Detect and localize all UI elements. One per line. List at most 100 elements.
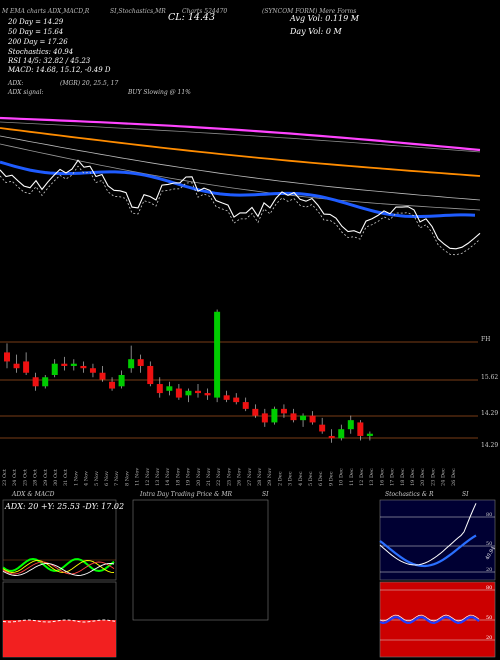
date-tick-label: 12 Dec bbox=[359, 468, 365, 486]
date-tick-label: 18 Nov bbox=[175, 468, 181, 486]
stoch-d-line bbox=[379, 534, 477, 568]
date-tick-label: 25 Oct bbox=[22, 469, 28, 486]
date-tick-label: 28 Nov bbox=[257, 468, 263, 486]
candle-body bbox=[137, 359, 144, 366]
date-tick-label: 5 Nov bbox=[94, 471, 100, 486]
rsi-signal-line bbox=[379, 614, 480, 622]
date-tick-label: 19 Nov bbox=[186, 468, 192, 486]
candle-body bbox=[61, 363, 68, 366]
ema-gray-line-2 bbox=[0, 135, 481, 201]
rsi-level-label: 80 bbox=[486, 585, 492, 591]
stoch-level-label: 80 bbox=[486, 512, 492, 518]
intra-panel-title-right: SI bbox=[262, 491, 269, 498]
stoch-level-label: 20 bbox=[486, 567, 492, 573]
adx-panel-frame bbox=[2, 499, 117, 581]
date-tick-label: 27 Nov bbox=[247, 468, 253, 486]
candle-body bbox=[80, 365, 87, 369]
candle-body bbox=[357, 422, 364, 436]
price-label: CL: 14.43 bbox=[168, 12, 216, 23]
header-line-left: M EMA charts ADX,MACD,R bbox=[2, 8, 90, 15]
stoch-panel-frame bbox=[379, 499, 496, 581]
date-tick-label: 12 Nov bbox=[145, 468, 151, 486]
candle-body bbox=[271, 408, 278, 423]
candle-body bbox=[13, 363, 20, 369]
ema-gray-line-3 bbox=[0, 143, 481, 211]
candle-body bbox=[290, 413, 297, 421]
candle-body bbox=[175, 388, 182, 398]
ema-blue-line bbox=[0, 160, 476, 218]
candle-body bbox=[300, 415, 307, 421]
legend-50day: 50 Day = 15.64 bbox=[8, 28, 64, 36]
date-tick-label: 5 Dec bbox=[308, 471, 314, 486]
date-axis: 23 Oct 24 Oct 25 Oct 28 Oct 29 Oct 30 Oct 31 O… bbox=[2, 468, 457, 486]
date-tick-label: 20 Nov bbox=[196, 468, 202, 486]
date-tick-label: 16 Dec bbox=[379, 468, 385, 486]
candle-body bbox=[42, 377, 49, 387]
candle-body bbox=[32, 377, 39, 387]
legend-20day: 20 Day = 14.29 bbox=[8, 18, 64, 26]
price-value: 14.43 bbox=[187, 12, 216, 23]
candle-body bbox=[185, 390, 192, 396]
candle-body bbox=[233, 397, 240, 403]
header-line-mid2: Charts 524470 bbox=[182, 8, 228, 15]
candle-body bbox=[99, 372, 106, 380]
adx-series-line bbox=[2, 557, 115, 573]
date-tick-label: 13 Nov bbox=[155, 468, 161, 486]
date-tick-label: 7 Nov bbox=[114, 471, 120, 486]
date-tick-label: 6 Dec bbox=[318, 471, 324, 486]
macd-histogram-fill bbox=[3, 620, 116, 657]
date-tick-label: 13 Dec bbox=[369, 468, 375, 486]
avg-volume: Avg Vol: 0.119 M bbox=[290, 14, 359, 23]
candle-body bbox=[109, 381, 116, 389]
date-tick-label: 23 Dec bbox=[430, 468, 436, 486]
date-tick-label: 8 Nov bbox=[124, 471, 130, 486]
date-tick-label: 22 Nov bbox=[216, 468, 222, 486]
candle-body bbox=[118, 375, 125, 387]
ema-lines bbox=[0, 116, 481, 256]
candle-body bbox=[347, 420, 354, 430]
adx-signal-value: BUY Slowing @ 11% bbox=[128, 89, 191, 96]
candle-body bbox=[23, 361, 30, 373]
date-tick-label: 23 Oct bbox=[2, 469, 8, 486]
date-tick-label: 21 Nov bbox=[206, 468, 212, 486]
date-tick-label: 17 Dec bbox=[390, 468, 396, 486]
candle-body bbox=[261, 413, 268, 423]
price-close-line bbox=[0, 159, 481, 250]
header-line-mid: SI,Stochastics,MR bbox=[110, 8, 166, 15]
price-level-label: 14.29 bbox=[481, 410, 498, 417]
candle-body bbox=[166, 386, 173, 391]
adx-values: (MGR) 20, 25.5, 17 bbox=[60, 80, 119, 87]
adx-series-line bbox=[2, 560, 115, 573]
date-tick-label: 30 Oct bbox=[53, 469, 59, 486]
date-tick-label: 10 Dec bbox=[339, 468, 345, 486]
date-tick-label: 14 Nov bbox=[165, 468, 171, 486]
date-tick-label: 2 Dec bbox=[277, 471, 283, 486]
stoch-k-line bbox=[379, 503, 477, 566]
date-tick-label: 28 Oct bbox=[33, 469, 39, 486]
candle-body bbox=[366, 433, 373, 436]
intraday-panel-frame bbox=[132, 499, 269, 621]
date-tick-label: 26 Nov bbox=[237, 468, 243, 486]
header-line-right: (SYNCOM FORM) Mere Forms bbox=[262, 8, 357, 15]
macd-signal-line bbox=[2, 619, 116, 623]
date-tick-label: 9 Dec bbox=[328, 471, 334, 486]
ema-orange-line bbox=[0, 127, 481, 177]
date-tick-label: 6 Nov bbox=[104, 471, 110, 486]
candle-body bbox=[242, 402, 249, 409]
rsi-line bbox=[379, 615, 480, 625]
date-tick-label: 24 Oct bbox=[12, 469, 18, 486]
candle-body bbox=[252, 408, 259, 416]
candle-body bbox=[51, 363, 58, 375]
date-tick-label: 29 Oct bbox=[43, 469, 49, 486]
candle-body bbox=[204, 393, 211, 396]
day-volume: Day Vol: 0 M bbox=[290, 27, 342, 36]
date-tick-label: 31 Oct bbox=[63, 469, 69, 486]
adx-series-line bbox=[2, 563, 115, 576]
date-tick-label: 26 Dec bbox=[451, 468, 457, 486]
candle-body bbox=[147, 365, 154, 385]
date-tick-label: 4 Nov bbox=[84, 471, 90, 486]
stoch-panel-title-right: SI bbox=[462, 491, 469, 498]
stoch-panel-title: Stochastics & R bbox=[385, 491, 434, 498]
